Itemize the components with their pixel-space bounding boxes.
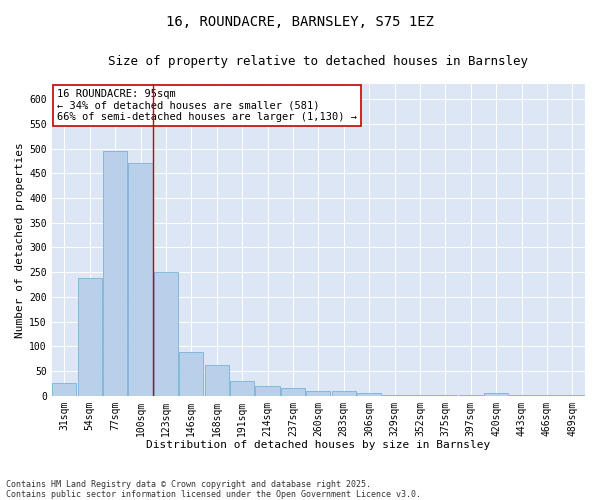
Text: Contains HM Land Registry data © Crown copyright and database right 2025.
Contai: Contains HM Land Registry data © Crown c… [6,480,421,499]
Y-axis label: Number of detached properties: Number of detached properties [15,142,25,338]
Bar [52,384,76,396]
Bar [560,394,584,396]
Bar [433,394,457,396]
Bar [230,381,254,396]
Text: 16, ROUNDACRE, BARNSLEY, S75 1EZ: 16, ROUNDACRE, BARNSLEY, S75 1EZ [166,15,434,29]
Bar [154,272,178,396]
Bar [408,394,432,396]
Bar [77,278,102,396]
Bar [128,162,152,396]
Title: Size of property relative to detached houses in Barnsley: Size of property relative to detached ho… [109,55,529,68]
Bar [357,393,381,396]
Text: 16 ROUNDACRE: 95sqm
← 34% of detached houses are smaller (581)
66% of semi-detac: 16 ROUNDACRE: 95sqm ← 34% of detached ho… [57,89,357,122]
Bar [103,151,127,396]
Bar [484,394,508,396]
Bar [179,352,203,396]
Bar [281,388,305,396]
Bar [256,386,280,396]
Bar [332,391,356,396]
X-axis label: Distribution of detached houses by size in Barnsley: Distribution of detached houses by size … [146,440,490,450]
Bar [306,391,331,396]
Bar [458,394,483,396]
Bar [205,364,229,396]
Bar [382,394,407,396]
